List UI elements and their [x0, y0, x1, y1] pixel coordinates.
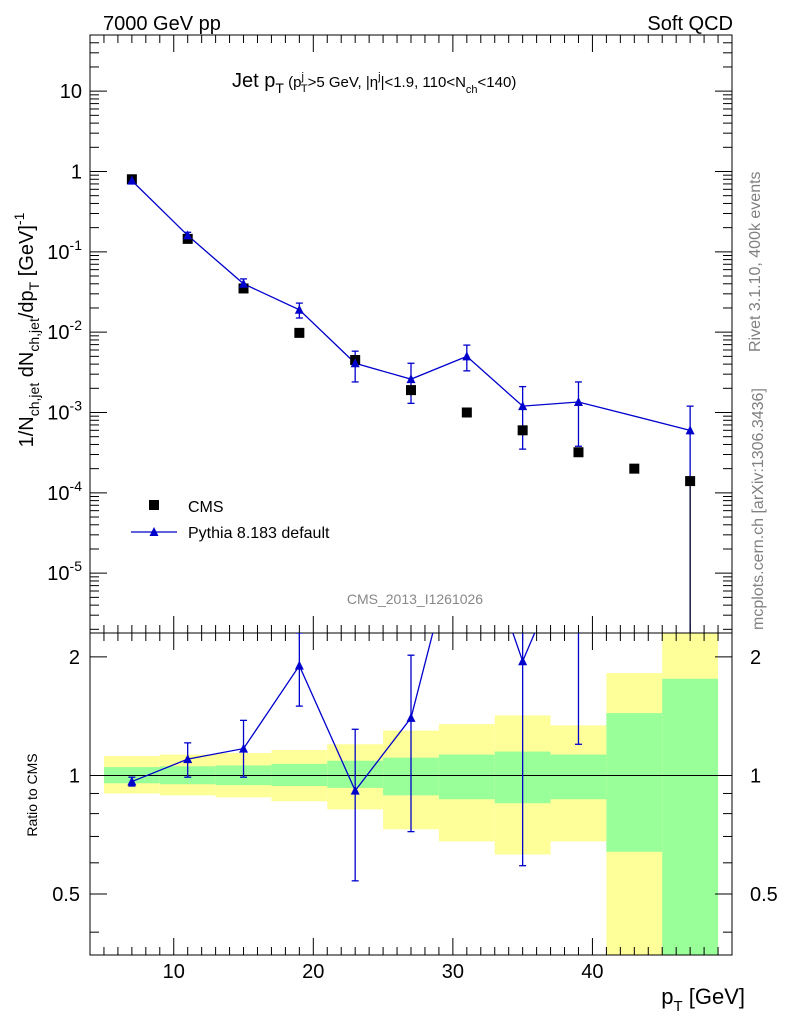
legend-label-pythia: Pythia 8.183 default	[188, 525, 330, 542]
main-y-axis-label: 1/Nch,jet dNch,jet/dpT [GeV]-1	[11, 212, 42, 447]
ratio-band-inner-6	[438, 754, 495, 800]
ratio-band-inner-9	[606, 713, 663, 852]
cms-data-point	[573, 447, 584, 458]
ratio-data-point	[294, 660, 304, 670]
ratio-data-point	[127, 776, 137, 786]
ratio-axes: 0.5 0.5 1 1 2 2 10 20 30 40	[52, 632, 778, 983]
ratio-data-point	[406, 712, 416, 722]
main-y-tick-label: 10	[60, 81, 82, 103]
pythia-data-point	[239, 278, 249, 288]
ratio-data-point	[350, 785, 360, 795]
ratio-band-inner-8	[550, 754, 607, 800]
pythia-data-point	[406, 374, 416, 384]
legend: CMS Pythia 8.183 default	[131, 499, 330, 542]
ratio-y-tick-label-right: 2	[750, 647, 761, 669]
ratio-data-point	[574, 525, 583, 534]
analysis-watermark: CMS_2013_I1261026	[347, 591, 483, 607]
ratio-y-axis-label: Ratio to CMS	[24, 753, 40, 836]
pythia-data-point	[685, 425, 695, 435]
energy-label: 7000 GeV pp	[103, 13, 221, 35]
main-y-tick-label: 10-5	[47, 558, 82, 585]
rivet-label: Rivet 3.1.10, 400k events	[747, 171, 764, 352]
ratio-y-tick-label-right: 1	[750, 765, 761, 787]
cms-data-point	[238, 283, 249, 294]
ratio-y-tick-label-left: 0.5	[52, 884, 80, 906]
main-y-tick-label: 10-2	[47, 317, 82, 344]
legend-label-cms: CMS	[188, 499, 224, 516]
main-y-tick-label: 10-3	[47, 397, 82, 424]
main-y-tick-label: 10-4	[47, 478, 82, 505]
pythia-data-point	[350, 358, 360, 368]
plot-title: Jet pT (pj T>5 GeV, |ηj|<1.9, 110<Nch<140…	[232, 70, 516, 96]
ratio-band-inner-10	[662, 678, 719, 955]
category-label: Soft QCD	[647, 13, 733, 35]
cms-data-point	[406, 385, 416, 396]
main-axes: 10 1 10-1 10-2 10-3 10-4 10-5	[47, 34, 733, 634]
legend-marker-pythia	[149, 527, 159, 536]
main-frame	[89, 34, 733, 634]
main-y-tick-label: 1	[71, 161, 82, 183]
ratio-y-tick-label-left: 2	[69, 647, 80, 669]
pythia-data-point	[183, 230, 193, 240]
x-tick-label: 40	[581, 961, 603, 983]
x-tick-label: 10	[163, 961, 185, 983]
ratio-y-tick-label-right: 0.5	[750, 884, 778, 906]
x-tick-label: 20	[302, 961, 324, 983]
pythia-data-point	[573, 397, 583, 407]
mcplots-label: mcplots.cern.ch [arXiv:1306.3436]	[750, 388, 767, 630]
ratio-data-point	[518, 656, 528, 666]
pythia-data-point	[127, 175, 137, 185]
ratio-data-point	[462, 495, 471, 504]
legend-marker-cms	[149, 500, 159, 510]
cms-data-point	[294, 327, 305, 338]
ratio-data-point	[183, 754, 193, 764]
cms-data-point	[517, 425, 528, 436]
ratio-data	[127, 495, 583, 882]
ratio-data-point	[239, 743, 249, 753]
pythia-data-point	[518, 401, 528, 411]
cms-data-point	[461, 407, 472, 418]
cms-data-point	[685, 476, 696, 487]
ratio-y-tick-label-left: 1	[69, 765, 80, 787]
main-data	[126, 174, 696, 633]
pythia-data-point	[462, 351, 472, 361]
cms-data-point	[629, 463, 640, 474]
pythia-data-point	[294, 304, 304, 314]
x-tick-label: 30	[442, 961, 464, 983]
main-y-tick-label: 10-1	[47, 237, 82, 264]
x-axis-label: pT [GeV]	[661, 984, 745, 1015]
pythia-line	[131, 180, 691, 431]
ratio-series-group	[127, 495, 583, 882]
